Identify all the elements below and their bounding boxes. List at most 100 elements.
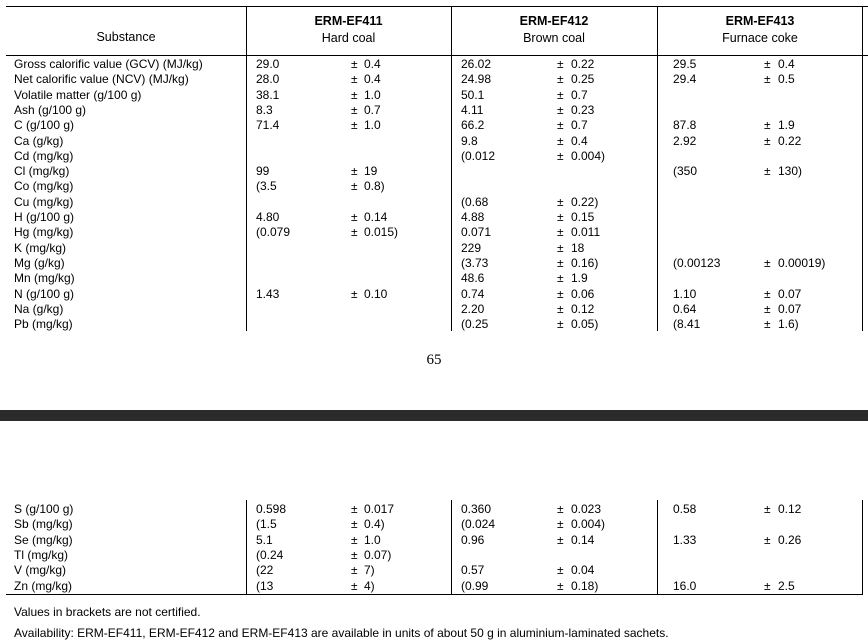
substance-cell: Tl (mg/kg) <box>14 547 68 562</box>
ef413-uncertainty: 1.6) <box>778 317 799 332</box>
ef411-value: (1.5 <box>256 517 277 532</box>
ef411-pm: ± <box>351 102 358 117</box>
ef411-uncertainty: 0.4) <box>364 517 385 532</box>
substance-cell: H (g/100 g) <box>14 210 75 224</box>
ef412-uncertainty: 18 <box>571 240 585 255</box>
table-row: Cl (mg/kg) 99 ±19 (350 ±130) <box>6 164 868 179</box>
ef413-value: 1.10 <box>673 286 697 301</box>
ef412-pm: ± <box>557 72 564 87</box>
ef411-pm: ± <box>351 72 358 87</box>
ef411-uncertainty: 1.0 <box>364 118 381 133</box>
table-header: Substance ERM-EF411 Hard coal ERM-EF412 … <box>6 6 868 56</box>
ef412-value: (0.012 <box>461 148 496 163</box>
ef411-pm: ± <box>351 517 358 532</box>
ef413-pm: ± <box>764 133 771 148</box>
ef411-uncertainty: 0.10 <box>364 286 388 301</box>
material-name: Brown coal <box>523 31 585 45</box>
ef411-uncertainty: 0.14 <box>364 210 388 224</box>
ef413-pm: ± <box>764 255 771 270</box>
ef413-pm: ± <box>764 286 771 301</box>
ef412-value: 66.2 <box>461 118 485 133</box>
ef413-value: 1.33 <box>673 532 697 547</box>
ef411-uncertainty: 7) <box>364 563 375 578</box>
substance-cell: Se (mg/kg) <box>14 532 73 547</box>
substance-cell: Net calorific value (NCV) (MJ/kg) <box>14 72 189 87</box>
table-row: Mn (mg/kg) 48.6 ±1.9 <box>6 271 868 286</box>
table-bottom-rule <box>6 594 863 595</box>
ef411-pm: ± <box>351 57 358 71</box>
ef411-pm: ± <box>351 547 358 562</box>
ef413-pm: ± <box>764 578 771 593</box>
substance-cell: V (mg/kg) <box>14 563 67 578</box>
table-row: Na (g/kg) 2.20 ±0.12 0.64 ±0.07 <box>6 302 868 317</box>
ef412-pm: ± <box>557 255 564 270</box>
ef412-pm: ± <box>557 578 564 593</box>
table-row: Cu (mg/kg) (0.68 ±0.22) <box>6 195 868 210</box>
substance-cell: K (mg/kg) <box>14 240 67 255</box>
ef411-uncertainty: 1.0 <box>364 532 381 547</box>
ef411-value: 0.598 <box>256 502 287 516</box>
material-header-ef413: ERM-EF413 Furnace coke <box>657 13 863 47</box>
ef412-pm: ± <box>557 563 564 578</box>
ef411-value: 71.4 <box>256 118 280 133</box>
ef412-uncertainty: 0.22) <box>571 194 599 209</box>
ef411-pm: ± <box>351 563 358 578</box>
ef413-pm: ± <box>764 502 771 516</box>
ef413-uncertainty: 130) <box>778 164 803 179</box>
material-code: ERM-EF412 <box>519 14 589 28</box>
ef411-uncertainty: 1.0 <box>364 87 381 102</box>
ef411-pm: ± <box>351 286 358 301</box>
substance-cell: N (g/100 g) <box>14 286 75 301</box>
ef411-value: (22 <box>256 563 274 578</box>
substance-header: Substance <box>96 30 156 44</box>
ef411-pm: ± <box>351 502 358 516</box>
table-row: N (g/100 g) 1.43 ±0.10 0.74 ±0.06 1.10 ±0.07 <box>6 287 868 302</box>
substance-cell: Ca (g/kg) <box>14 133 64 148</box>
substance-cell: Ash (g/100 g) <box>14 102 87 117</box>
column-divider <box>862 500 863 595</box>
substance-cell: Hg (mg/kg) <box>14 225 74 240</box>
ef411-pm: ± <box>351 578 358 593</box>
ef411-value: (3.5 <box>256 179 277 194</box>
table-row: Volatile matter (g/100 g) 38.1 ±1.0 50.1 ±0.… <box>6 88 868 103</box>
ef413-value: 0.58 <box>673 502 697 516</box>
page-number: 65 <box>426 352 442 368</box>
ef412-pm: ± <box>557 286 564 301</box>
ef412-pm: ± <box>557 133 564 148</box>
ef413-uncertainty: 0.07 <box>778 286 802 301</box>
ef411-value: 1.43 <box>256 286 280 301</box>
ef413-uncertainty: 0.12 <box>778 502 802 516</box>
ef412-uncertainty: 0.23 <box>571 102 595 117</box>
ef413-value: (0.00123 <box>673 255 721 270</box>
ef412-pm: ± <box>557 148 564 163</box>
ef412-uncertainty: 0.04 <box>571 563 595 578</box>
ef411-value: 99 <box>256 164 270 179</box>
ef412-pm: ± <box>557 301 564 316</box>
ef412-uncertainty: 0.15 <box>571 210 595 224</box>
column-divider <box>246 500 247 595</box>
ef411-uncertainty: 0.015) <box>364 225 399 240</box>
table-row: C (g/100 g) 71.4 ±1.0 66.2 ±0.7 87.8 ±1.9 <box>6 118 868 133</box>
ef412-value: (0.25 <box>461 317 489 332</box>
ef412-uncertainty: 0.4 <box>571 133 588 148</box>
substance-cell: Zn (mg/kg) <box>14 578 73 593</box>
substance-cell: S (g/100 g) <box>14 502 74 516</box>
ef412-value: 4.11 <box>461 102 484 117</box>
ef413-uncertainty: 0.5 <box>778 72 795 87</box>
table-row: K (mg/kg) 229 ±18 <box>6 241 868 256</box>
ef413-pm: ± <box>764 532 771 547</box>
ef412-uncertainty: 0.011 <box>571 225 601 240</box>
substance-cell: Pb (mg/kg) <box>14 317 73 332</box>
ef413-uncertainty: 0.07 <box>778 301 802 316</box>
ef411-value: (0.079 <box>256 225 291 240</box>
ef411-uncertainty: 0.017 <box>364 502 395 516</box>
table-row: Cd (mg/kg) (0.012 ±0.004) <box>6 149 868 164</box>
ef413-value: (350 <box>673 164 698 179</box>
ef411-pm: ± <box>351 532 358 547</box>
ef413-uncertainty: 1.9 <box>778 118 795 133</box>
ef411-uncertainty: 0.7 <box>364 102 381 117</box>
substance-cell: C (g/100 g) <box>14 118 75 133</box>
ef411-pm: ± <box>351 87 358 102</box>
table-row: V (mg/kg) (22 ±7) 0.57 ±0.04 <box>6 563 868 578</box>
ef413-pm: ± <box>764 118 771 133</box>
